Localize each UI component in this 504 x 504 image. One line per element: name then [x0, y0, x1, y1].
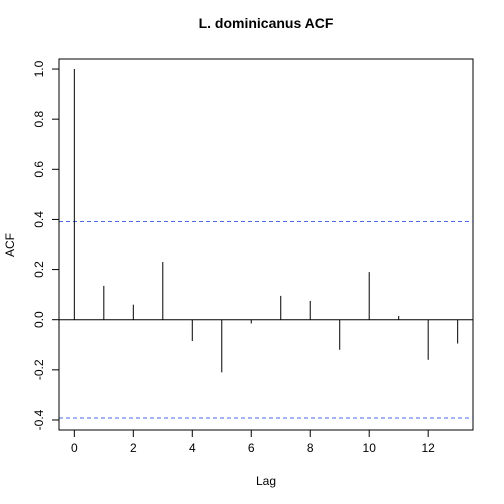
y-tick-label: 0.8 — [32, 110, 46, 127]
y-tick-label: 0.0 — [32, 311, 46, 328]
x-tick-label: 2 — [130, 441, 137, 455]
x-tick-label: 6 — [248, 441, 255, 455]
x-axis-label: Lag — [256, 474, 276, 488]
y-tick-label: 0.6 — [32, 161, 46, 178]
x-tick-label: 8 — [307, 441, 314, 455]
x-tick-label: 12 — [421, 441, 435, 455]
y-tick-label: 0.2 — [32, 261, 46, 278]
x-tick-label: 4 — [189, 441, 196, 455]
chart-title: L. dominicanus ACF — [199, 15, 334, 31]
x-tick-label: 0 — [71, 441, 78, 455]
y-tick-label: -0.2 — [32, 359, 46, 380]
y-tick-label: -0.4 — [32, 409, 46, 430]
x-tick-label: 10 — [363, 441, 377, 455]
y-tick-label: 1.0 — [32, 60, 46, 77]
y-axis-label: ACF — [3, 233, 17, 257]
y-tick-label: 0.4 — [32, 211, 46, 228]
